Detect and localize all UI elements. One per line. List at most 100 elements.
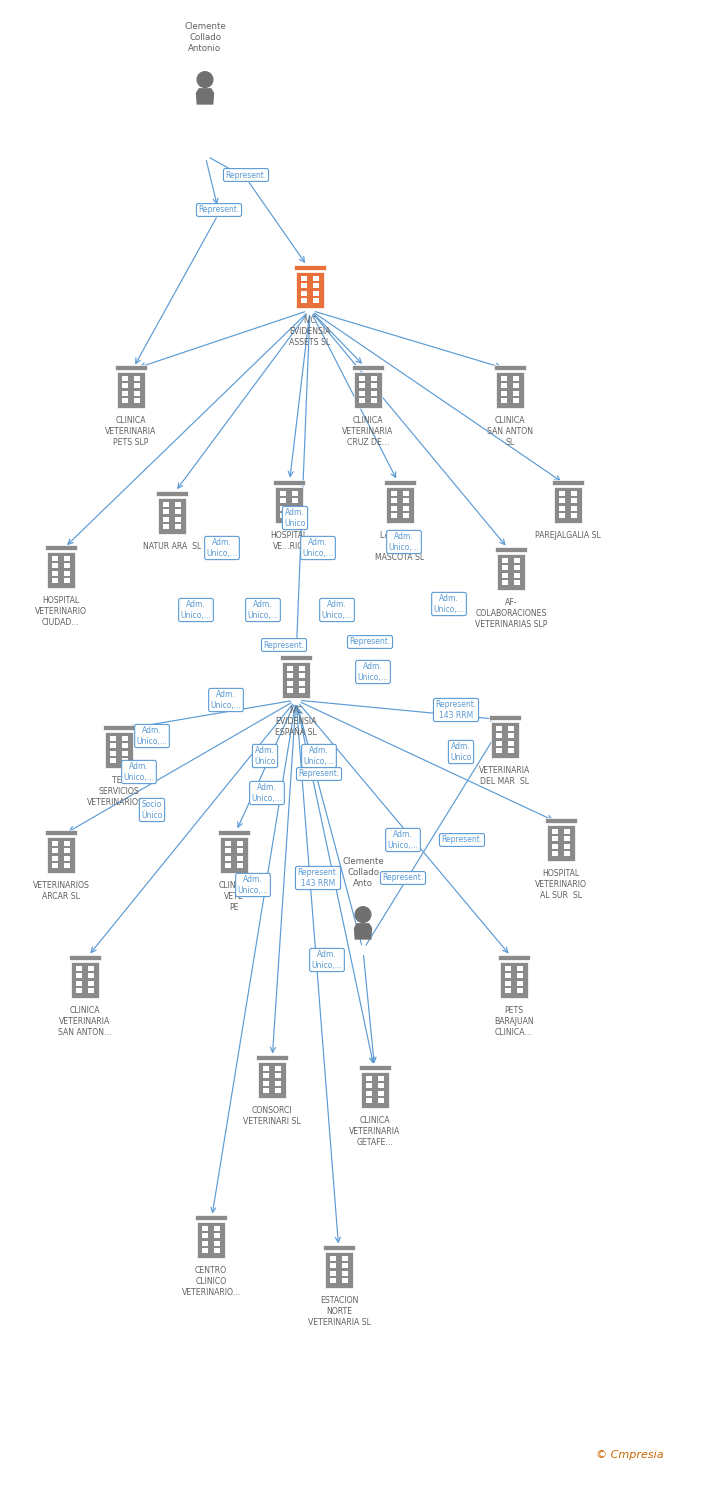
- FancyBboxPatch shape: [508, 726, 514, 730]
- Text: HOSPITAL
VE...RIO: HOSPITAL VE...RIO: [270, 531, 307, 550]
- FancyBboxPatch shape: [559, 506, 565, 512]
- FancyBboxPatch shape: [502, 580, 508, 585]
- Text: Adm.
Unico,...: Adm. Unico,...: [387, 831, 419, 849]
- FancyBboxPatch shape: [273, 480, 305, 484]
- FancyBboxPatch shape: [502, 558, 508, 562]
- FancyBboxPatch shape: [371, 390, 377, 396]
- Text: © Cmpresia: © Cmpresia: [596, 1450, 664, 1460]
- FancyBboxPatch shape: [214, 1233, 220, 1238]
- Text: Adm.
Unico,...: Adm. Unico,...: [181, 600, 211, 619]
- FancyBboxPatch shape: [64, 555, 70, 561]
- FancyBboxPatch shape: [517, 981, 523, 986]
- FancyBboxPatch shape: [301, 291, 307, 296]
- Text: HOSPITAL
VETERINARIO
AL SUR  SL: HOSPITAL VETERINARIO AL SUR SL: [535, 868, 587, 900]
- FancyBboxPatch shape: [517, 974, 523, 978]
- FancyBboxPatch shape: [359, 375, 365, 381]
- FancyBboxPatch shape: [301, 284, 307, 288]
- FancyBboxPatch shape: [494, 364, 526, 370]
- FancyBboxPatch shape: [122, 750, 128, 756]
- Text: CONSORCI
VETERINARI SL: CONSORCI VETERINARI SL: [243, 1106, 301, 1126]
- FancyBboxPatch shape: [45, 544, 77, 550]
- Text: AF-
COLABORACIONES
VETERINARIAS SLP: AF- COLABORACIONES VETERINARIAS SLP: [475, 598, 547, 628]
- FancyBboxPatch shape: [197, 1222, 225, 1258]
- FancyBboxPatch shape: [391, 513, 397, 519]
- FancyBboxPatch shape: [378, 1076, 384, 1080]
- Text: HOSPITAL
VETERINARIO
CIUDAD...: HOSPITAL VETERINARIO CIUDAD...: [35, 596, 87, 627]
- FancyBboxPatch shape: [214, 1240, 220, 1246]
- FancyBboxPatch shape: [491, 722, 519, 758]
- Text: Represent.
143 RRM: Represent. 143 RRM: [297, 868, 339, 888]
- FancyBboxPatch shape: [403, 498, 409, 502]
- Circle shape: [197, 72, 213, 87]
- FancyBboxPatch shape: [403, 490, 409, 495]
- FancyBboxPatch shape: [386, 488, 414, 524]
- FancyBboxPatch shape: [225, 855, 232, 861]
- FancyBboxPatch shape: [505, 974, 511, 978]
- FancyBboxPatch shape: [225, 847, 232, 853]
- Text: Adm.
Unico,...: Adm. Unico,...: [210, 690, 242, 709]
- FancyBboxPatch shape: [64, 562, 70, 568]
- FancyBboxPatch shape: [552, 843, 558, 849]
- FancyBboxPatch shape: [88, 974, 94, 978]
- FancyBboxPatch shape: [76, 988, 82, 993]
- FancyBboxPatch shape: [220, 837, 248, 873]
- FancyBboxPatch shape: [330, 1256, 336, 1260]
- FancyBboxPatch shape: [501, 375, 507, 381]
- FancyBboxPatch shape: [552, 852, 558, 856]
- Text: Represent.: Represent.: [349, 638, 391, 646]
- FancyBboxPatch shape: [258, 1062, 286, 1098]
- Text: Clemente
Collado
Anto: Clemente Collado Anto: [342, 856, 384, 888]
- FancyBboxPatch shape: [298, 674, 305, 678]
- FancyBboxPatch shape: [110, 742, 116, 748]
- FancyBboxPatch shape: [559, 490, 565, 495]
- FancyBboxPatch shape: [571, 506, 577, 512]
- FancyBboxPatch shape: [313, 291, 319, 296]
- FancyBboxPatch shape: [505, 966, 511, 970]
- FancyBboxPatch shape: [256, 1054, 288, 1060]
- FancyBboxPatch shape: [330, 1270, 336, 1276]
- FancyBboxPatch shape: [298, 666, 305, 670]
- FancyBboxPatch shape: [263, 1065, 269, 1071]
- Text: Adm.
Unico,...: Adm. Unico,...: [207, 538, 237, 558]
- Text: CLINICA
SAN ANTON
SL: CLINICA SAN ANTON SL: [487, 416, 533, 447]
- FancyBboxPatch shape: [88, 966, 94, 970]
- FancyBboxPatch shape: [384, 480, 416, 484]
- FancyBboxPatch shape: [263, 1089, 269, 1094]
- FancyBboxPatch shape: [378, 1083, 384, 1088]
- Text: CLINICA
VETE
PE: CLINICA VETE PE: [218, 880, 249, 912]
- FancyBboxPatch shape: [76, 981, 82, 986]
- FancyBboxPatch shape: [501, 399, 507, 404]
- FancyBboxPatch shape: [287, 666, 293, 670]
- FancyBboxPatch shape: [552, 836, 558, 842]
- FancyBboxPatch shape: [391, 506, 397, 512]
- FancyBboxPatch shape: [122, 382, 128, 388]
- FancyBboxPatch shape: [175, 525, 181, 530]
- FancyBboxPatch shape: [508, 748, 514, 753]
- FancyBboxPatch shape: [294, 266, 326, 270]
- FancyBboxPatch shape: [122, 375, 128, 381]
- FancyBboxPatch shape: [117, 372, 145, 408]
- Text: Adm.
Unico: Adm. Unico: [254, 747, 276, 765]
- FancyBboxPatch shape: [292, 498, 298, 502]
- FancyBboxPatch shape: [52, 840, 58, 846]
- Text: Adm.
Unico,...: Adm. Unico,...: [124, 762, 154, 782]
- FancyBboxPatch shape: [110, 750, 116, 756]
- FancyBboxPatch shape: [52, 864, 58, 868]
- FancyBboxPatch shape: [313, 284, 319, 288]
- Text: CLINICA
VETERINARIA
PETS SLP: CLINICA VETERINARIA PETS SLP: [106, 416, 157, 447]
- Text: Adm.
Unico: Adm. Unico: [285, 509, 306, 528]
- FancyBboxPatch shape: [489, 716, 521, 720]
- FancyBboxPatch shape: [354, 372, 382, 408]
- FancyBboxPatch shape: [202, 1233, 208, 1238]
- Text: IVC
EVIDENSIA
ESPAÑA SL: IVC EVIDENSIA ESPAÑA SL: [275, 706, 317, 736]
- FancyBboxPatch shape: [88, 988, 94, 993]
- FancyBboxPatch shape: [500, 962, 528, 998]
- FancyBboxPatch shape: [571, 513, 577, 519]
- FancyBboxPatch shape: [547, 825, 575, 861]
- FancyBboxPatch shape: [280, 656, 312, 660]
- FancyBboxPatch shape: [505, 988, 511, 993]
- FancyBboxPatch shape: [496, 748, 502, 753]
- FancyBboxPatch shape: [287, 688, 293, 693]
- FancyBboxPatch shape: [175, 516, 181, 522]
- FancyBboxPatch shape: [76, 974, 82, 978]
